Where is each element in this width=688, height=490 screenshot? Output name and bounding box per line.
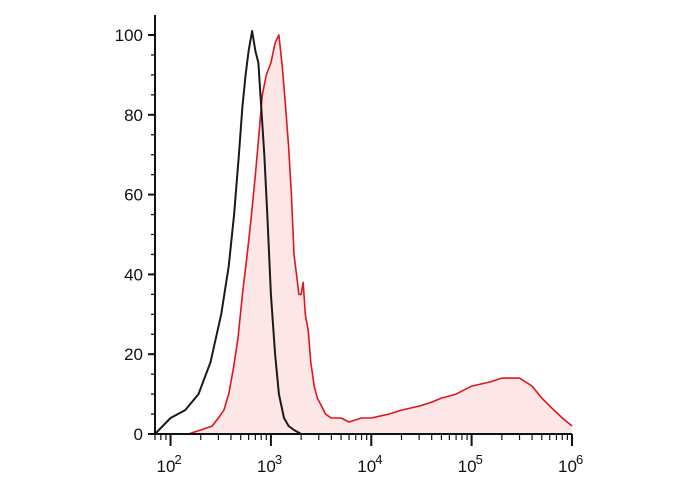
x-axis-ticks: 10 2 10 3 10 4 10 5 10 6 [154, 434, 583, 476]
x-tick-exponent: 3 [275, 452, 282, 467]
x-tick-label: 10 [257, 457, 276, 476]
x-tick-label: 10 [558, 457, 577, 476]
x-tick-label: 10 [458, 457, 477, 476]
y-tick-label: 20 [124, 345, 143, 364]
series-1-line [155, 34, 573, 435]
y-tick-label: 0 [134, 425, 143, 444]
x-tick-exponent: 4 [375, 452, 382, 467]
x-tick-exponent: 2 [175, 452, 182, 467]
y-tick-label: 100 [115, 26, 143, 45]
series-layer [154, 30, 573, 435]
y-axis-ticks: 0 20 40 60 80 100 [115, 26, 155, 444]
x-tick-label: 10 [157, 457, 176, 476]
y-tick-label: 80 [124, 106, 143, 125]
series-0-line [154, 30, 310, 435]
y-tick-label: 40 [124, 265, 143, 284]
y-tick-label: 60 [124, 186, 143, 205]
x-tick-exponent: 6 [576, 452, 583, 467]
x-tick-label: 10 [357, 457, 376, 476]
x-tick-exponent: 5 [476, 452, 483, 467]
plot-background [155, 15, 572, 434]
plot-area [155, 15, 572, 434]
